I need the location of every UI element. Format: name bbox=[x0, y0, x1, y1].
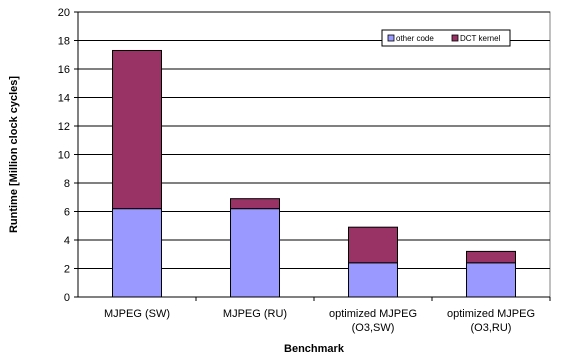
legend-swatch bbox=[387, 34, 395, 42]
x-tick-label: MJPEG (SW) bbox=[104, 308, 170, 320]
x-axis-title: Benchmark bbox=[284, 343, 345, 355]
y-tick-label: 14 bbox=[58, 93, 70, 105]
y-tick-label: 16 bbox=[58, 64, 70, 76]
x-tick-label: optimized MJPEG bbox=[329, 308, 417, 320]
bar-dct-kernel bbox=[230, 198, 280, 210]
bar-dct-kernel bbox=[112, 49, 162, 210]
y-tick-label: 0 bbox=[64, 292, 70, 304]
y-tick-label: 2 bbox=[64, 264, 70, 276]
x-tick-label: (O3,RU) bbox=[471, 322, 512, 334]
bar-dct-kernel bbox=[466, 250, 516, 264]
x-tick-label: optimized MJPEG bbox=[447, 308, 535, 320]
legend-label: DCT kernel bbox=[460, 34, 501, 43]
y-tick-label: 10 bbox=[58, 150, 70, 162]
y-tick-label: 6 bbox=[64, 207, 70, 219]
y-tick-label: 12 bbox=[58, 121, 70, 133]
bar-other-code bbox=[348, 262, 398, 298]
y-tick-label: 20 bbox=[58, 7, 70, 19]
bar-other-code bbox=[230, 208, 280, 298]
y-tick-label: 18 bbox=[58, 36, 70, 48]
bar-dct-kernel bbox=[348, 226, 398, 264]
x-tick-label: MJPEG (RU) bbox=[223, 308, 287, 320]
legend-swatch bbox=[451, 34, 459, 42]
bar-other-code bbox=[112, 208, 162, 298]
legend-label: other code bbox=[396, 34, 434, 43]
x-tick-label: (O3,SW) bbox=[352, 322, 395, 334]
y-tick-label: 4 bbox=[64, 235, 70, 247]
legend bbox=[381, 29, 511, 47]
y-axis-title: Runtime [Million clock cycles] bbox=[8, 76, 20, 233]
y-tick-label: 8 bbox=[64, 178, 70, 190]
bar-other-code bbox=[466, 262, 516, 298]
